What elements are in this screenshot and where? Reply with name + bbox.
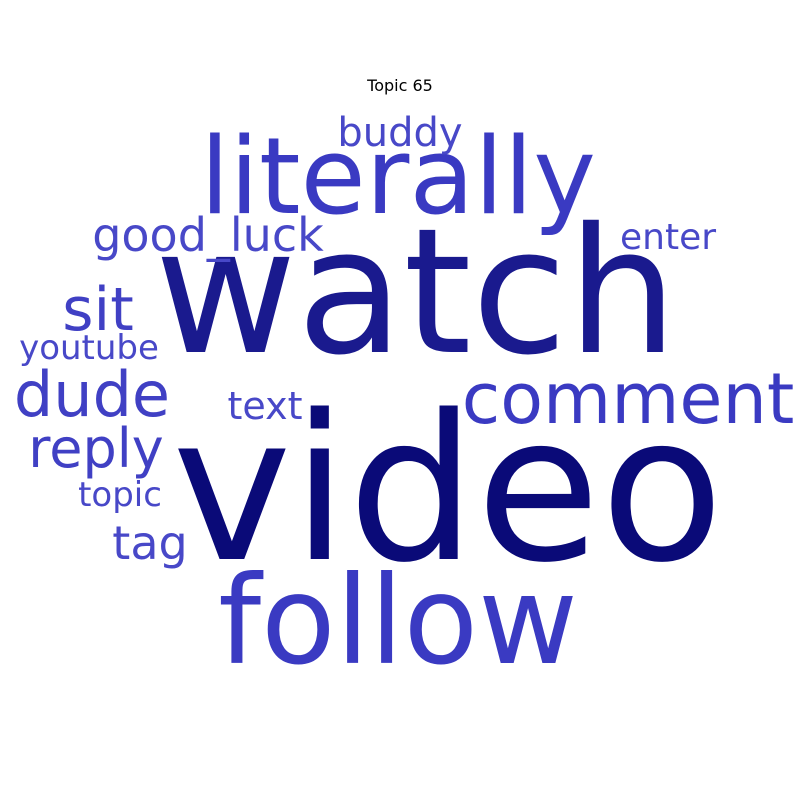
word-tag: tag — [112, 516, 188, 570]
word-comment: comment — [461, 358, 795, 440]
word-video: video — [172, 371, 724, 607]
word-follow: follow — [218, 550, 578, 692]
word-buddy: buddy — [337, 110, 463, 156]
word-reply: reply — [28, 417, 164, 480]
word-sit: sit — [62, 275, 134, 345]
chart-title: Topic 65 — [367, 76, 433, 95]
word-dude: dude — [13, 358, 171, 431]
word-watch: watch — [154, 191, 678, 394]
word-good-luck: good_luck — [92, 208, 324, 262]
word-text: text — [227, 384, 303, 428]
word-topic: topic — [78, 475, 162, 515]
word-literally: literally — [200, 115, 596, 238]
word-youtube: youtube — [19, 328, 159, 368]
word-enter: enter — [619, 217, 717, 258]
